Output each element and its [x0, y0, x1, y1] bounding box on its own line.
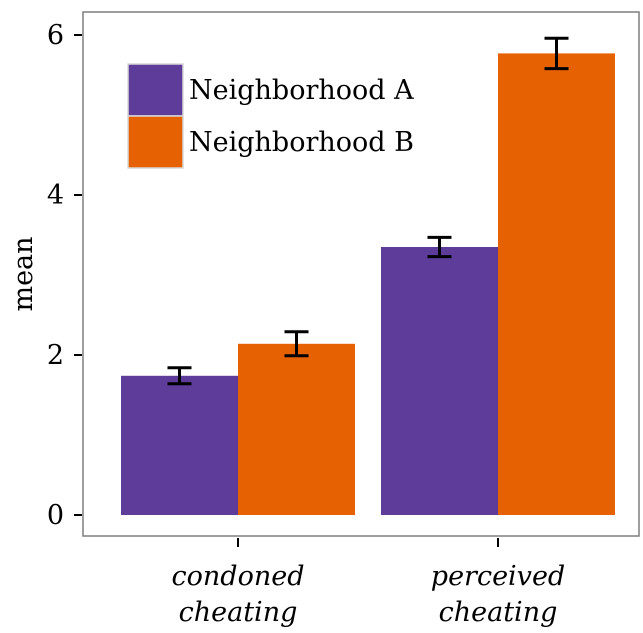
x-tick-label-1-1: cheating [439, 597, 558, 628]
error-bars [167, 36, 569, 386]
y-tick-label-1: 2 [47, 340, 64, 371]
bars [121, 53, 615, 516]
x-axis: condoned cheating perceived cheating [172, 538, 565, 628]
legend: Neighborhood A Neighborhood B [127, 63, 414, 169]
y-axis: 0 2 4 6 [47, 20, 82, 531]
y-tick-label-2: 4 [47, 180, 64, 211]
legend-key-1 [127, 115, 184, 169]
plot-area [82, 11, 640, 537]
bar-1-1 [498, 53, 615, 516]
legend-label-0: Neighborhood A [189, 75, 414, 106]
y-axis-title: mean [8, 236, 39, 311]
x-tick-label-0-0: condoned [172, 561, 305, 592]
x-tick-label-0-1: cheating [179, 597, 298, 628]
legend-label-1: Neighborhood B [189, 127, 414, 158]
legend-key-0 [127, 63, 184, 117]
bar-1-0 [238, 343, 355, 515]
y-tick-label-0: 0 [47, 500, 64, 531]
y-tick-label-3: 6 [47, 20, 64, 51]
x-tick-label-1-0: perceived [431, 561, 565, 592]
bar-0-1 [381, 247, 498, 515]
bar-0-0 [121, 375, 238, 515]
